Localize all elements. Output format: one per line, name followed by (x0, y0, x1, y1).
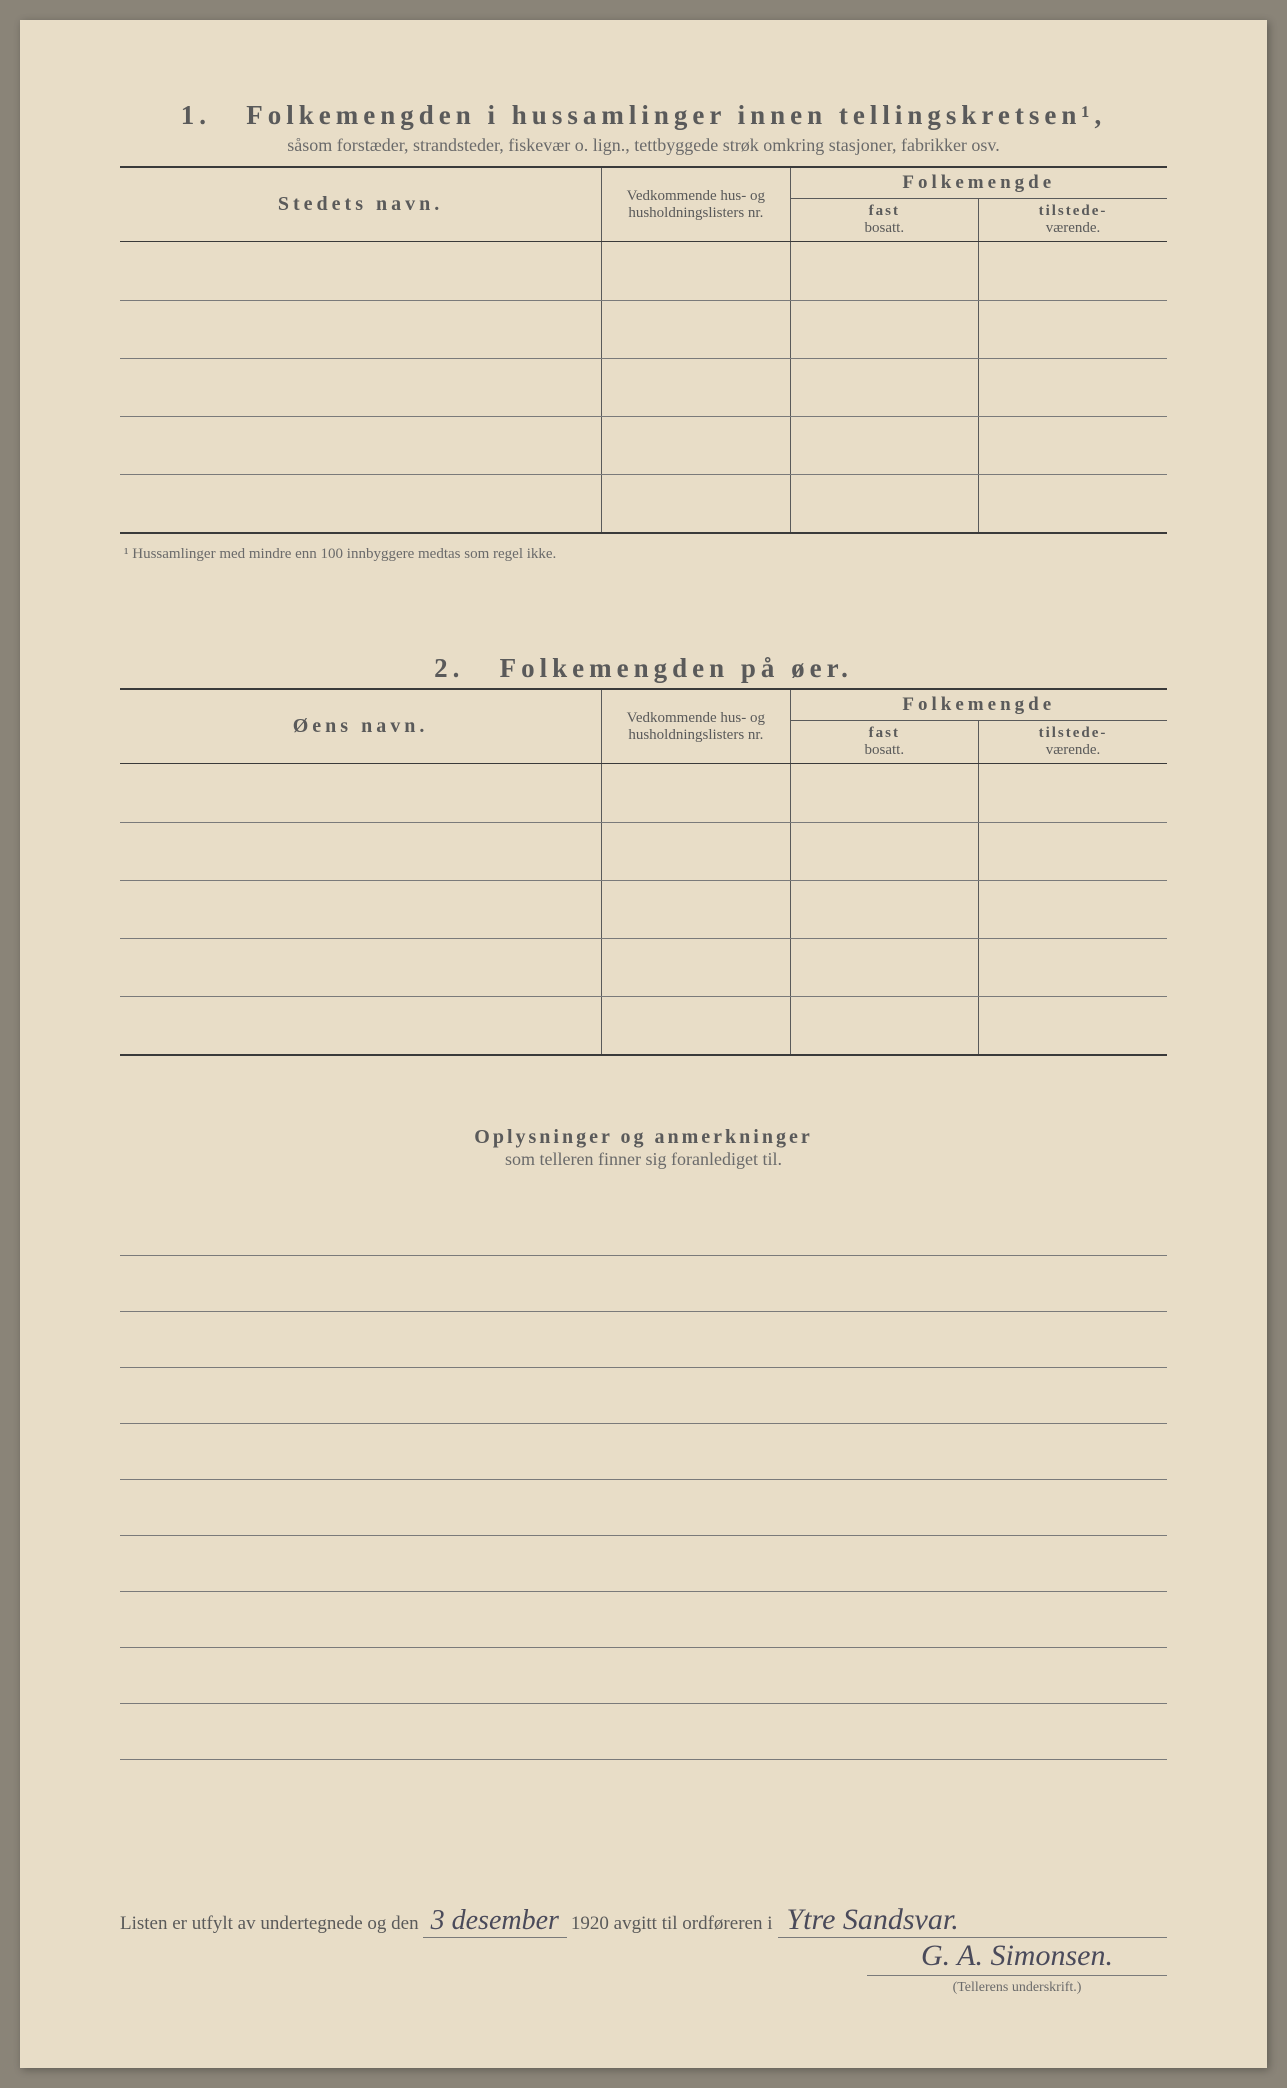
section1-number: 1. (181, 100, 211, 130)
sig-caption: (Tellerens underskrift.) (867, 1980, 1167, 1996)
col-folkemengde2: Folkemengde (790, 690, 1167, 721)
table-row (120, 938, 1167, 996)
sig-prefix: Listen er utfylt av undertegnede og den (120, 1913, 419, 1935)
ruled-line (120, 1424, 1167, 1480)
census-form-page: 1. Folkemengden i hussamlinger innen tel… (20, 20, 1267, 2068)
sig-mid: avgitt til ordføreren i (614, 1913, 773, 1935)
ruled-line (120, 1480, 1167, 1536)
ruled-line (120, 1200, 1167, 1256)
ruled-line (120, 1256, 1167, 1312)
signature-line: Listen er utfylt av undertegnede og den … (120, 1903, 1167, 1938)
col-fast2: fast bosatt. (790, 721, 978, 764)
col-fast2-label2: bosatt. (864, 742, 904, 758)
divider (120, 532, 1167, 534)
col-folkemengde: Folkemengde (790, 168, 1167, 199)
divider (120, 1054, 1167, 1056)
section2: 2. Folkemengden på øer. Øens navn. Vedko… (120, 653, 1167, 1056)
table-row (120, 416, 1167, 474)
col-fast: fast bosatt. (790, 199, 978, 242)
ruled-line (120, 1592, 1167, 1648)
col-fast2-label: fast (869, 725, 900, 741)
table-row (120, 300, 1167, 358)
sig-name: G. A. Simonsen. (867, 1939, 1167, 1976)
col-tilstede: tilstede- værende. (979, 199, 1167, 242)
ruled-line (120, 1312, 1167, 1368)
table-row (120, 358, 1167, 416)
ruled-line (120, 1648, 1167, 1704)
section1-title: 1. Folkemengden i hussamlinger innen tel… (120, 100, 1167, 131)
col-til2-label: tilstede- (1039, 725, 1108, 741)
signature-block: G. A. Simonsen. (Tellerens underskrift.) (867, 1939, 1167, 1996)
ruled-line (120, 1368, 1167, 1424)
table1: Stedets navn. Vedkommende hus- og hushol… (120, 168, 1167, 532)
table-row (120, 822, 1167, 880)
col-fast-label: fast (869, 203, 900, 219)
table-row (120, 764, 1167, 822)
footnote1: ¹ Hussamlinger med mindre enn 100 innbyg… (124, 546, 1167, 563)
sig-date: 3 desember (423, 1905, 567, 1938)
sig-place: Ytre Sandsvar. (778, 1903, 1167, 1938)
section2-number: 2. (434, 653, 464, 683)
col-hus2: Vedkommende hus- og husholdningslisters … (602, 690, 790, 763)
section2-title: 2. Folkemengden på øer. (120, 653, 1167, 684)
col-til-label2: værende. (1046, 220, 1101, 236)
col-til-label: tilstede- (1039, 203, 1108, 219)
ruled-line (120, 1536, 1167, 1592)
col-fast-label2: bosatt. (864, 220, 904, 236)
table-row (120, 880, 1167, 938)
col-tilstede2: tilstede- værende. (979, 721, 1167, 764)
table-row (120, 996, 1167, 1054)
col-til2-label2: værende. (1046, 742, 1101, 758)
col-oens-navn: Øens navn. (120, 690, 602, 763)
table-row (120, 242, 1167, 300)
oplysninger-title: Oplysninger og anmerkninger (120, 1126, 1167, 1149)
table2: Øens navn. Vedkommende hus- og husholdni… (120, 690, 1167, 1054)
ruled-line (120, 1704, 1167, 1760)
section1-subtitle: såsom forstæder, strandsteder, fiskevær … (120, 135, 1167, 156)
section2-title-text: Folkemengden på øer. (500, 653, 853, 683)
col-hus: Vedkommende hus- og husholdningslisters … (602, 168, 790, 241)
sig-year: 1920 (571, 1913, 609, 1935)
section1-title-text: Folkemengden i hussamlinger innen tellin… (246, 100, 1106, 130)
col-stedets-navn: Stedets navn. (120, 168, 602, 241)
oplysninger-subtitle: som telleren finner sig foranlediget til… (120, 1149, 1167, 1170)
table-row (120, 474, 1167, 532)
